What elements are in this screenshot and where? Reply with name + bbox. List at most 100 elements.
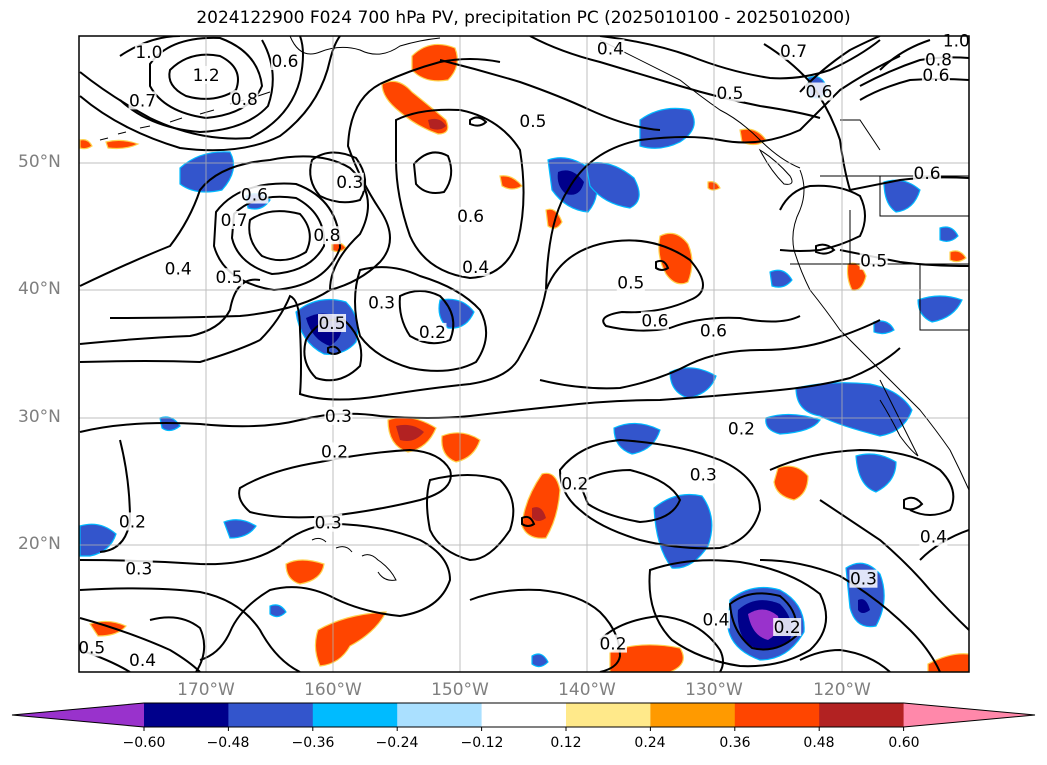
- pv-contour: [655, 259, 670, 271]
- contour-label-bg: [335, 172, 364, 191]
- precip-negative-patch: [79, 523, 117, 557]
- contour-label-bg: [456, 207, 485, 226]
- contour-label-bg: [701, 610, 730, 629]
- contour-label: 0.3: [125, 560, 152, 580]
- contour-label-bg: [804, 82, 833, 101]
- precip-positive-patch: [545, 208, 563, 229]
- precip-negative-patch: [795, 382, 913, 437]
- pv-contour: [903, 496, 924, 511]
- pv-contour: [469, 588, 622, 672]
- pv-contour: [398, 290, 455, 345]
- colorbar-tick-label: −0.24: [375, 735, 419, 751]
- lon-label: 150°W: [431, 680, 489, 700]
- colorbar: [11, 702, 1036, 731]
- contour-label: 0.6: [271, 52, 298, 72]
- contour-label: 0.6: [700, 322, 727, 342]
- contour-label-bg: [77, 638, 106, 657]
- contour-label: 0.8: [925, 51, 952, 71]
- contour-label: 0.5: [216, 268, 243, 288]
- colorbar-tick-label: −0.60: [122, 735, 166, 751]
- contour-label: 0.5: [716, 84, 743, 104]
- pv-contour: [79, 347, 901, 433]
- pv-contour: [79, 522, 452, 661]
- lon-label: 130°W: [685, 680, 743, 700]
- contour-label: 0.5: [519, 112, 546, 132]
- contour-label: 0.6: [805, 83, 832, 103]
- pv-contour: [230, 195, 326, 276]
- pv-contour: [79, 239, 801, 401]
- contour-label-bg: [616, 273, 645, 292]
- state-border: [790, 175, 969, 331]
- precip-positive-patch: [609, 644, 684, 672]
- colorbar-tick-label: 0.12: [550, 735, 582, 751]
- contour-label: 0.6: [641, 311, 668, 331]
- pv-contour: [763, 43, 969, 192]
- contour-label-bg: [518, 111, 547, 130]
- contour-label-bg: [913, 163, 942, 182]
- contour-label-bg: [779, 41, 808, 60]
- pv-contour: [539, 319, 881, 390]
- contour-label-bg: [461, 258, 490, 277]
- contour-label-bg: [849, 569, 878, 588]
- precip-negative-patch: [653, 493, 713, 569]
- lon-label: 160°W: [304, 680, 362, 700]
- contour-label: 0.4: [702, 610, 729, 630]
- contour-label-bg: [921, 65, 950, 84]
- pv-contour: [426, 474, 515, 562]
- contour-label: 0.4: [920, 528, 947, 548]
- lat-label: 50°N: [18, 152, 61, 172]
- pv-contour: [521, 515, 536, 527]
- precip-negative-patch: [531, 653, 549, 668]
- aleutian-islands: [99, 91, 271, 141]
- pv-contour: [79, 83, 391, 345]
- colorbar-tick-label: 0.36: [719, 735, 751, 751]
- pv-contour: [79, 155, 369, 319]
- hawaii-islands: [311, 537, 397, 581]
- precip-positive-patch: [441, 432, 481, 463]
- contour-label: 1.0: [943, 32, 970, 52]
- precip-negative-patch: [855, 453, 897, 493]
- pv-contour: [859, 39, 969, 87]
- pv-contour: [79, 617, 201, 672]
- pv-contour: [799, 648, 891, 672]
- precip-positive-patch: [499, 175, 523, 190]
- map-title: 2024122900 F024 700 hPa PV, precipitatio…: [196, 8, 851, 28]
- contour-label: 0.8: [313, 226, 340, 246]
- contour-label-bg: [314, 513, 343, 532]
- contour-label: 0.3: [850, 570, 877, 590]
- contour-label: 0.2: [728, 420, 755, 440]
- pv-contour: [769, 448, 955, 516]
- colorbar-over-arrow: [903, 703, 1035, 727]
- contour-label: 0.6: [922, 66, 949, 86]
- pv-contour: [439, 59, 661, 131]
- contour-label: 0.6: [914, 164, 941, 184]
- pv-contour: [819, 499, 969, 631]
- pv-contour: [309, 151, 367, 204]
- colorbar-tick-label: −0.36: [291, 735, 335, 751]
- colorbar-segment: [734, 703, 820, 727]
- precip-negative-patch: [939, 226, 959, 242]
- contour-label: 1.0: [135, 43, 162, 63]
- contour-label: 0.4: [462, 258, 489, 278]
- contour-label-bg: [270, 51, 299, 70]
- pv-contour: [558, 438, 762, 550]
- contour-label: 0.2: [774, 618, 801, 638]
- contour-label-bg: [320, 442, 349, 461]
- lat-label: 30°N: [18, 407, 61, 427]
- contour-label-bg: [230, 90, 259, 109]
- contour-label-bg: [134, 43, 163, 62]
- contour-label: 0.2: [561, 474, 588, 494]
- gridlines: [79, 36, 969, 672]
- contour-label-bg: [312, 226, 341, 245]
- precip-positive-patch: [89, 620, 127, 637]
- contour-label: 0.8: [231, 90, 258, 110]
- precip-negative-patch: [223, 519, 257, 539]
- lat-label: 20°N: [18, 534, 61, 554]
- colorbar-tick-label: 0.60: [888, 735, 920, 751]
- precip-negative-patch: [765, 413, 821, 435]
- pv-contour: [599, 614, 724, 672]
- coastline-baja-california: [879, 379, 919, 457]
- colorbar-segment: [650, 703, 736, 727]
- precip-positive-patch: [949, 250, 967, 263]
- pv-contour: [379, 58, 501, 85]
